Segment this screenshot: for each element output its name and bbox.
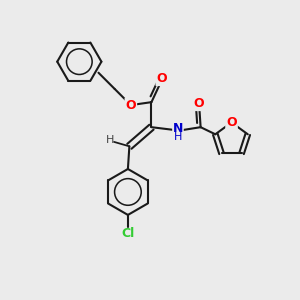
Text: O: O <box>125 99 136 112</box>
Text: O: O <box>226 116 237 129</box>
Text: H: H <box>106 135 115 146</box>
Text: O: O <box>157 72 167 85</box>
Text: N: N <box>173 122 183 135</box>
Text: O: O <box>193 97 204 110</box>
Text: H: H <box>174 132 182 142</box>
Text: Cl: Cl <box>121 227 134 240</box>
